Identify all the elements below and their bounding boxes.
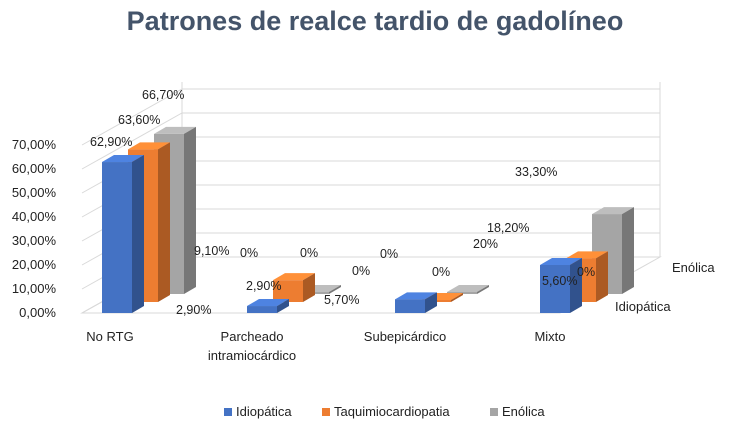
bar-side [570,258,582,313]
bar-side [596,251,608,302]
y-tick-label: 30,00% [12,233,57,248]
depth-axis-label: Enólica [672,260,715,275]
bar-taquimiocardiopatia-1 [273,273,315,302]
bars [102,126,634,313]
data-label: 33,30% [515,165,557,179]
data-label: 0% [240,246,258,260]
data-label: 2,90% [176,303,211,317]
bar-top [102,155,144,163]
data-label: 5,70% [324,293,359,307]
y-tick-label: 20,00% [12,257,57,272]
data-label: 9,10% [194,244,229,258]
data-label: 0% [577,265,595,279]
chart-title: Patrones de realce tardio de gadolíneo [126,6,624,36]
data-label: 0% [380,247,398,261]
bar-idiopática-2 [395,292,437,313]
legend-item-enólica: Enólica [490,404,545,419]
bar-top [273,273,315,281]
category-label: Parcheado [221,329,284,344]
legend-label: Taquimiocardiopatia [334,404,450,419]
bar-front [102,162,132,313]
bar-top [395,292,437,300]
x-axis-categories: No RTG Parcheado intramiocárdico Subepicárd… [86,329,565,363]
y-tick-label: 0,00% [19,305,56,320]
bar-side [451,293,463,302]
bar-idiopática-1 [247,299,289,313]
bar-side [477,285,489,294]
data-label: 63,60% [118,113,160,127]
bar-side [622,207,634,294]
data-labels: 62,90% 2,90% 5,70% 20% 63,60% 9,10% 0% 18,20% 66… [90,88,595,317]
data-label: 20% [473,237,498,251]
legend-swatch [224,408,232,416]
bar-idiopática-0 [102,155,144,313]
depth-axis-label: Idiopática [615,299,671,314]
data-label: 0% [352,264,370,278]
data-label: 5,60% [542,274,577,288]
y-tick-label: 10,00% [12,281,57,296]
bar-front [247,306,277,313]
category-label-line2: intramiocárdico [208,348,296,363]
category-label: Mixto [534,329,565,344]
bar-top [128,142,170,150]
gridline [81,88,660,146]
bar-side [132,155,144,313]
bar-top [540,258,582,265]
legend: Idiopática Taquimiocardiopatia Enólica [224,404,545,419]
data-label: 18,20% [487,221,529,235]
bar-front [540,265,570,313]
category-label: No RTG [86,329,133,344]
legend-item-taquimiocardiopatia: Taquimiocardiopatia [322,404,450,419]
bar-side [303,273,315,302]
bar-top [154,126,196,134]
y-tick-label: 70,00% [12,137,57,152]
y-axis-ticks: 0,00% 10,00% 20,00% 30,00% 40,00% 50,00% 60,00… [12,137,57,320]
data-label: 62,90% [90,135,132,149]
category-label: Subepicárdico [364,329,446,344]
legend-item-idiopática: Idiopática [224,404,292,419]
bar-top [592,207,634,215]
data-label: 2,90% [246,279,281,293]
bar-front [273,280,303,302]
bar-idiopática-3 [540,258,582,313]
y-tick-label: 50,00% [12,185,57,200]
legend-swatch [490,408,498,416]
bar-side [425,292,437,313]
legend-label: Idiopática [236,404,292,419]
legend-swatch [322,408,330,416]
data-label: 0% [432,265,450,279]
bar-top [566,251,608,259]
bar-top [447,285,489,292]
depth-axis-labels: Idiopática Enólica [615,260,715,314]
gridline [81,112,660,170]
data-label: 0% [300,246,318,260]
legend-label: Enólica [502,404,545,419]
bar-side [277,299,289,313]
bar-side [184,126,196,294]
data-label: 66,70% [142,88,184,102]
bar-top [247,299,289,307]
bar-side [329,285,341,294]
bar-front [395,299,425,313]
y-tick-label: 60,00% [12,161,57,176]
y-tick-label: 40,00% [12,209,57,224]
bar-enólica-2 [447,285,489,294]
bar-side [158,142,170,302]
